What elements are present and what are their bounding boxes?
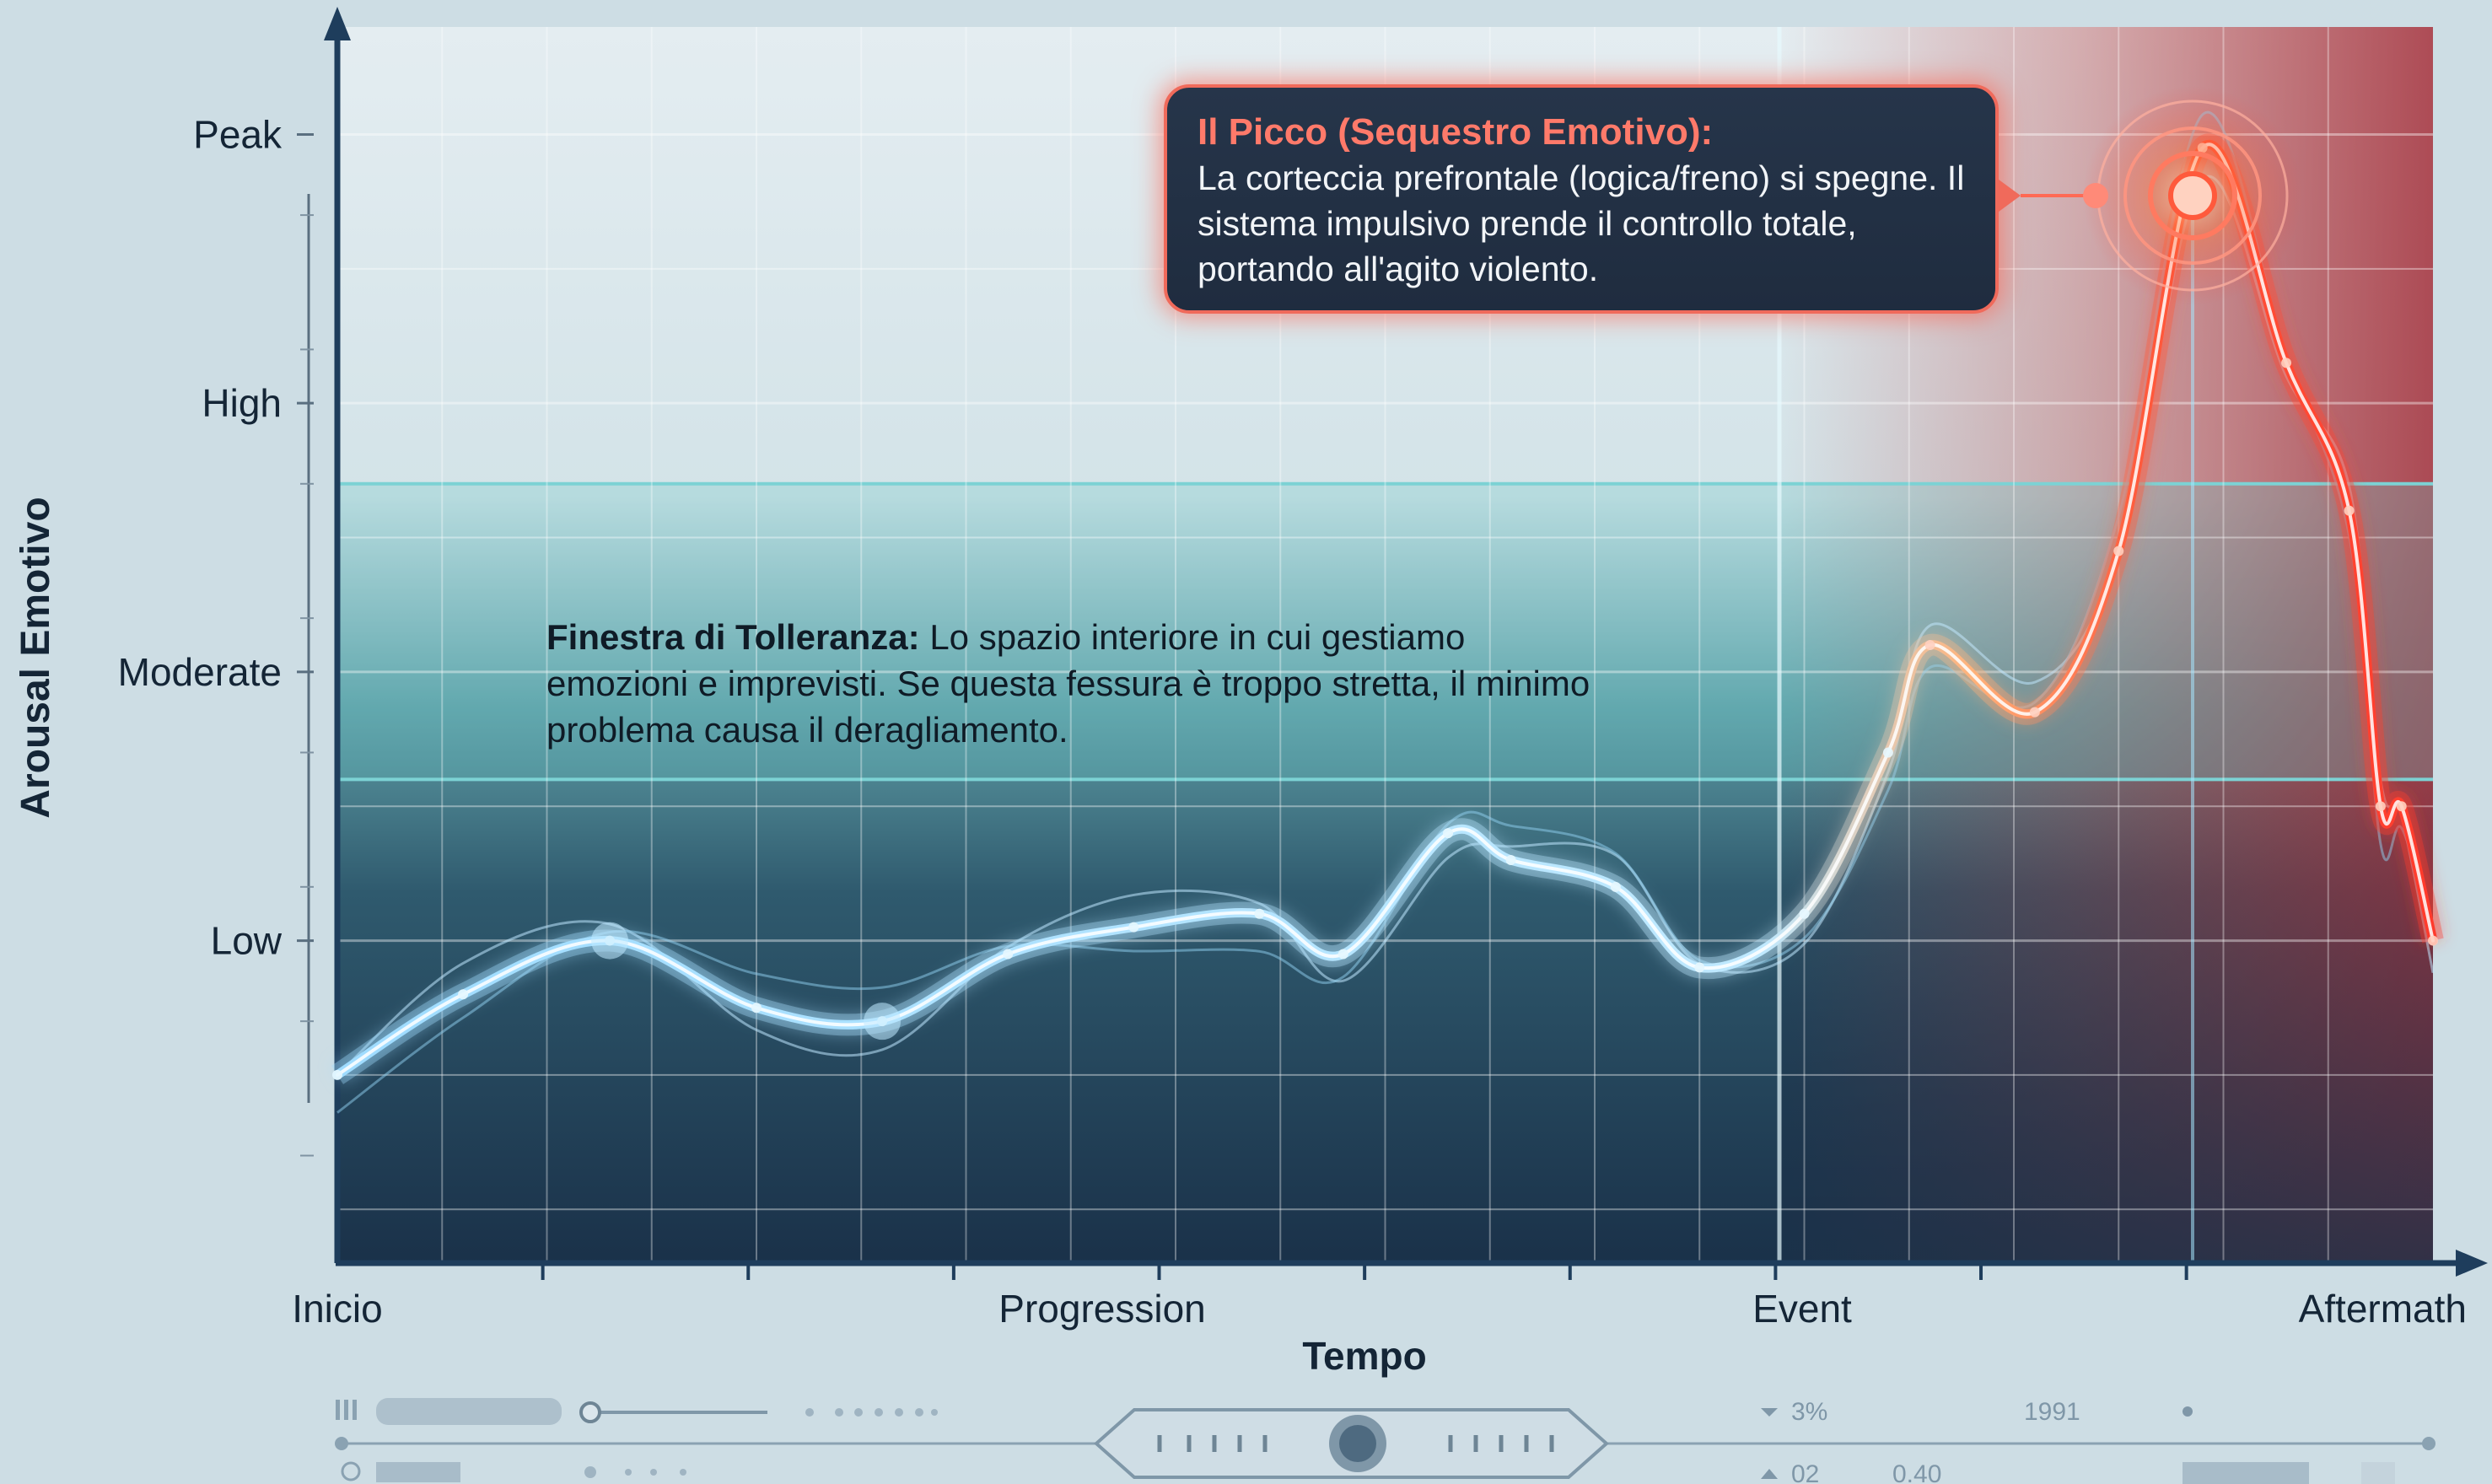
footer-slider-track[interactable] <box>376 1398 562 1425</box>
tolerance-annotation: Finestra di Tolleranza: Lo spazio interi… <box>546 614 1601 753</box>
peak-callout: Il Picco (Sequestro Emotivo): La cortecc… <box>1164 84 1999 314</box>
footer-bars-icon <box>336 1400 357 1420</box>
data-point <box>1505 854 1516 865</box>
data-point <box>1694 962 1705 973</box>
data-point <box>1128 922 1139 933</box>
peak-target <box>2083 86 2302 305</box>
footer-up-icon <box>1761 1469 1778 1479</box>
footer-timeline-end <box>2422 1437 2435 1450</box>
y-tick-label: High <box>202 381 282 425</box>
data-point <box>1799 908 1810 919</box>
data-point <box>1337 949 1348 960</box>
data-point <box>1610 881 1621 892</box>
footer-dots <box>805 1408 938 1417</box>
x-tick-group: Inicio Progression Event Aftermath <box>292 1263 2467 1331</box>
x-tick-label: Aftermath <box>2299 1287 2467 1331</box>
y-tick-label: Low <box>211 919 283 963</box>
x-axis-arrow <box>2456 1250 2488 1277</box>
data-point <box>2281 358 2292 368</box>
tolerance-title: Finestra di Tolleranza: <box>546 617 920 657</box>
highlight-point <box>864 1003 902 1040</box>
data-point <box>2428 935 2438 946</box>
footer-readout-2: 02 <box>1791 1460 1819 1484</box>
footer-status-dot <box>2183 1406 2193 1417</box>
footer-dots-2 <box>584 1466 686 1478</box>
highlight-point <box>591 922 629 960</box>
data-point <box>1882 747 1893 758</box>
footer-play-button-inner <box>1339 1425 1376 1462</box>
footer-down-icon <box>1761 1408 1778 1417</box>
x-axis-label: Tempo <box>1302 1334 1426 1378</box>
footer-readout-1: 3% <box>1791 1398 1827 1426</box>
y-tick-label: Moderate <box>118 650 282 694</box>
tolerance-description: Lo spazio interiore in cui gestiamo emoz… <box>546 617 1590 750</box>
data-point <box>1254 908 1265 919</box>
callout-pointer <box>1995 177 2021 214</box>
footer-settings-icon[interactable] <box>341 1461 361 1481</box>
data-point <box>751 1003 762 1014</box>
data-point <box>2113 546 2124 556</box>
data-point <box>2396 801 2407 812</box>
x-tick-label: Progression <box>998 1287 1205 1331</box>
peak-callout-text: La corteccia prefrontale (logica/freno) … <box>1198 159 1965 288</box>
footer-controls: 3% 1991 02 0.40 <box>335 1398 2435 1484</box>
data-point <box>2344 505 2355 516</box>
peak-callout-title: Il Picco (Sequestro Emotivo): <box>1198 111 1714 153</box>
data-point <box>1003 949 1014 960</box>
series-points <box>332 142 2438 1080</box>
footer-readout-4: 1991 <box>2024 1398 2080 1426</box>
data-point <box>2029 707 2040 718</box>
footer-bar-2 <box>376 1462 460 1482</box>
x-tick-label: Inicio <box>292 1287 382 1331</box>
data-point <box>2375 801 2386 812</box>
data-point <box>1924 640 1935 650</box>
footer-progress-bar <box>2183 1462 2309 1484</box>
y-tick-group: Low Moderate High Peak <box>118 112 314 1157</box>
footer-timeline-start <box>335 1437 348 1450</box>
footer-readout-3: 0.40 <box>1892 1460 1941 1484</box>
callout-connector-dot <box>2083 183 2108 208</box>
footer-knob[interactable] <box>579 1401 601 1423</box>
footer-ticks <box>1157 1435 1554 1452</box>
y-axis-arrow <box>324 7 351 40</box>
footer-progress-bar-end <box>2361 1462 2395 1484</box>
x-tick-label: Event <box>1752 1287 1852 1331</box>
y-axis-label: Arousal Emotivo <box>13 497 58 818</box>
data-point <box>458 989 469 1000</box>
y-tick-label: Peak <box>193 112 283 156</box>
data-point <box>1443 828 1454 839</box>
data-point <box>332 1069 342 1080</box>
